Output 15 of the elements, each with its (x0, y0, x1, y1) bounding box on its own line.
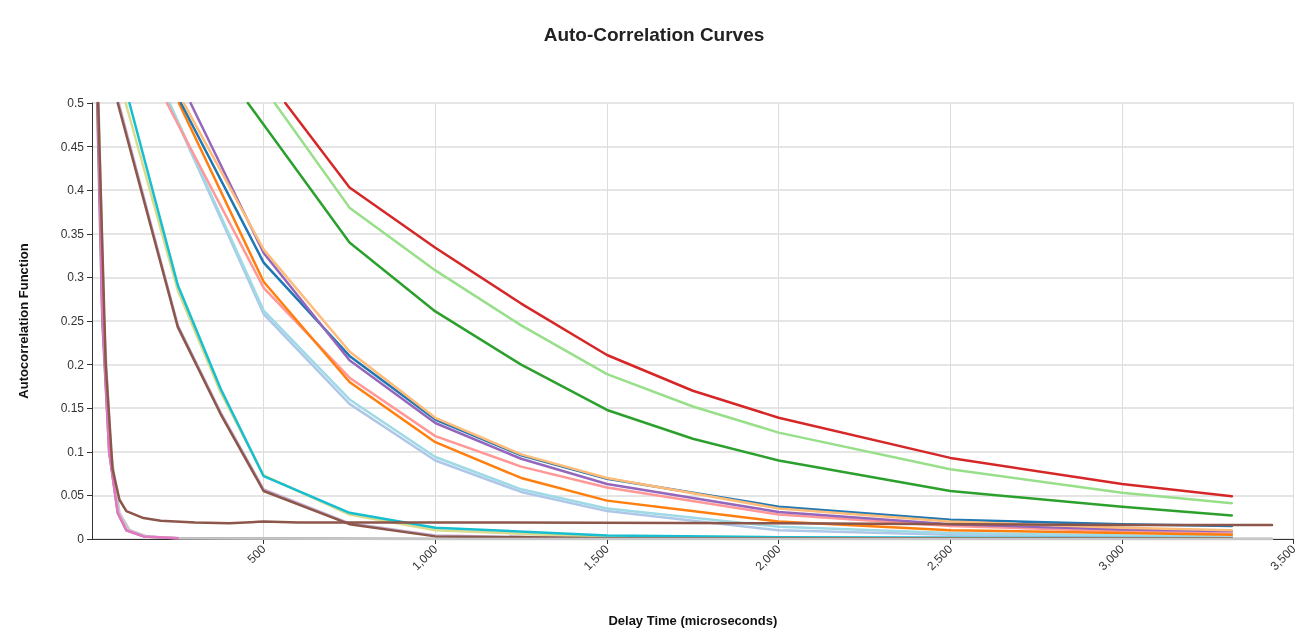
chart-title: Auto-Correlation Curves (543, 24, 765, 45)
y-tick-label: 0.4 (67, 183, 85, 198)
y-tick-label: 0.05 (60, 488, 85, 503)
x-axis-title: Delay Time (microseconds) (608, 613, 778, 628)
y-tick-label: 0.25 (60, 314, 85, 328)
y-tick-label: 0.15 (60, 401, 85, 416)
x-tick-label: 500 (244, 541, 269, 567)
y-tick-label: 0.3 (67, 270, 85, 285)
y-tick-label: 0.1 (67, 444, 85, 459)
y-tick-label: 0.35 (60, 226, 85, 241)
y-tick-label: 0.5 (67, 96, 85, 110)
y-tick-label: 0.2 (67, 357, 85, 372)
y-tick-label: 0.45 (60, 139, 85, 154)
y-axis-title: Autocorrelation Function (16, 243, 31, 399)
y-tick-label: 0 (77, 532, 85, 546)
